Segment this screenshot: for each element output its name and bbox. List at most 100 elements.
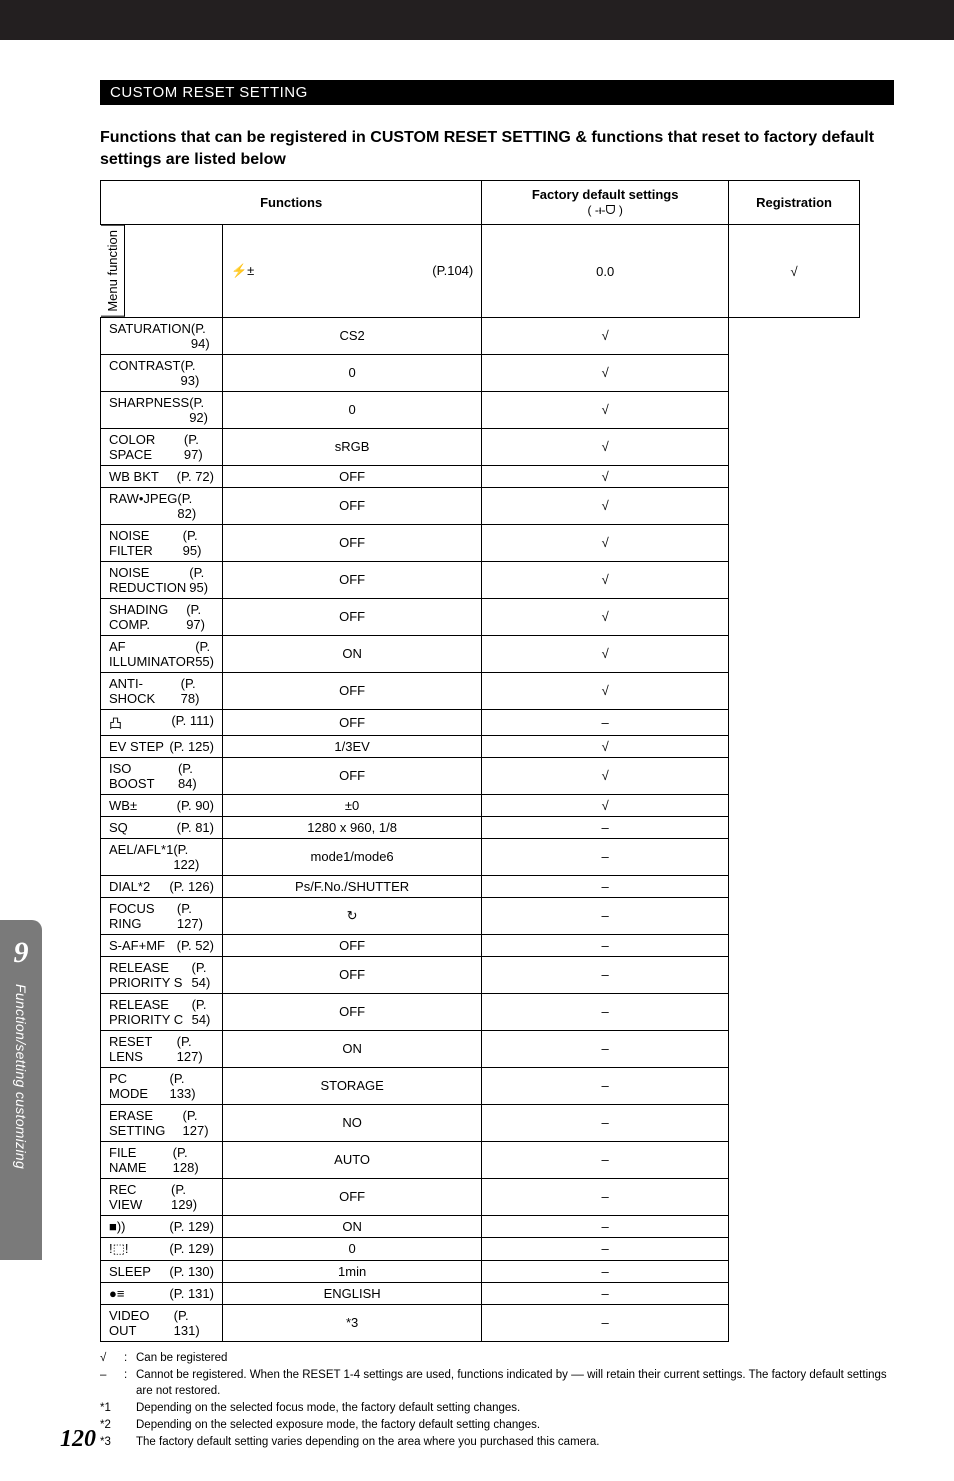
registration-value: –	[482, 1304, 729, 1341]
function-name: VIDEO OUT	[109, 1308, 174, 1338]
table-row: REC VIEW(P. 129)OFF–	[101, 1178, 860, 1215]
function-cell: FOCUS RING(P. 127)	[101, 897, 223, 934]
registration-value: –	[482, 1141, 729, 1178]
table-wrap: Functions Factory default settings ( -ᵼ-…	[100, 180, 894, 1342]
header-functions: Functions	[101, 181, 482, 225]
side-label: Menu function	[101, 225, 125, 317]
registration-value: √	[482, 524, 729, 561]
function-name: WB BKT	[109, 469, 159, 484]
function-name: SQ	[109, 820, 128, 835]
table-row: COLOR SPACE(P. 97)sRGB√	[101, 428, 860, 465]
default-value: OFF	[222, 561, 481, 598]
registration-value: –	[482, 897, 729, 934]
footnote: *2Depending on the selected exposure mod…	[100, 1417, 894, 1433]
function-name: WB±	[109, 798, 137, 813]
table-row: WB BKT(P. 72)OFF√	[101, 465, 860, 487]
default-value: mode1/mode6	[222, 838, 481, 875]
function-name: REC VIEW	[109, 1182, 171, 1212]
footnote-mark: *3	[100, 1434, 124, 1450]
table-row: CONTRAST(P. 93)0√	[101, 354, 860, 391]
default-value: OFF	[222, 1178, 481, 1215]
footnote-colon: :	[124, 1367, 136, 1399]
table-row: RESET LENS(P. 127)ON–	[101, 1030, 860, 1067]
table-row: SLEEP(P. 130)1min–	[101, 1260, 860, 1282]
page-ref: (P. 95)	[183, 528, 214, 558]
footnote-colon	[124, 1434, 136, 1450]
page-ref: (P. 127)	[177, 1034, 214, 1064]
footnote: √:Can be registered	[100, 1350, 894, 1366]
footnote-colon	[124, 1400, 136, 1416]
default-value: CS2	[222, 317, 481, 354]
footnote-mark: *1	[100, 1400, 124, 1416]
page-ref: (P. 94)	[191, 321, 214, 351]
page-ref: (P. 93)	[181, 358, 214, 388]
table-row: SHARPNESS(P. 92)0√	[101, 391, 860, 428]
default-value: 0	[222, 391, 481, 428]
function-cell: REC VIEW(P. 129)	[101, 1178, 223, 1215]
page-ref: (P. 72)	[177, 469, 214, 484]
function-cell: SQ(P. 81)	[101, 816, 223, 838]
registration-value: √	[482, 354, 729, 391]
function-name: RESET LENS	[109, 1034, 177, 1064]
footnote-text: The factory default setting varies depen…	[136, 1434, 894, 1450]
default-value: ↻	[222, 897, 481, 934]
default-value: ±0	[222, 794, 481, 816]
function-name: AF ILLUMINATOR	[109, 639, 195, 669]
registration-value: –	[482, 956, 729, 993]
table-row: S-AF+MF(P. 52)OFF–	[101, 934, 860, 956]
registration-value: –	[482, 1215, 729, 1237]
table-row: ■))(P. 129)ON–	[101, 1215, 860, 1237]
function-cell: ISO BOOST(P. 84)	[101, 757, 223, 794]
function-cell: PC MODE(P. 133)	[101, 1067, 223, 1104]
function-cell: ANTI-SHOCK(P. 78)	[101, 672, 223, 709]
page-ref: (P. 82)	[177, 491, 214, 521]
function-cell: CONTRAST(P. 93)	[101, 354, 223, 391]
table-row: DIAL*2(P. 126)Ps/F.No./SHUTTER–	[101, 875, 860, 897]
footnote-mark: *2	[100, 1417, 124, 1433]
function-cell: AEL/AFL*1(P. 122)	[101, 838, 223, 875]
registration-value: –	[482, 838, 729, 875]
footnote: *3 The factory default setting varies dep…	[100, 1434, 894, 1450]
registration-value: √	[482, 317, 729, 354]
default-value: Ps/F.No./SHUTTER	[222, 875, 481, 897]
registration-value: –	[482, 1067, 729, 1104]
function-cell: RESET LENS(P. 127)	[101, 1030, 223, 1067]
registration-value: –	[482, 875, 729, 897]
footnote-mark: √	[100, 1350, 124, 1366]
footnote-text: Can be registered	[136, 1350, 894, 1366]
registration-value: –	[482, 1282, 729, 1304]
page-ref: (P. 90)	[177, 798, 214, 813]
function-cell: 凸(P. 111)	[101, 709, 223, 735]
default-value: sRGB	[222, 428, 481, 465]
footnote: *1Depending on the selected focus mode, …	[100, 1400, 894, 1416]
registration-value: √	[482, 735, 729, 757]
page-ref: (P. 95)	[189, 565, 214, 595]
top-bar	[0, 0, 954, 40]
registration-value: √	[482, 757, 729, 794]
page-ref: (P. 97)	[184, 432, 214, 462]
function-cell: COLOR SPACE(P. 97)	[101, 428, 223, 465]
function-name: SLEEP	[109, 1264, 151, 1279]
footnote-colon	[124, 1417, 136, 1433]
default-value: STORAGE	[222, 1067, 481, 1104]
default-value: OFF	[222, 956, 481, 993]
table-row: RAW•JPEG(P. 82)OFF√	[101, 487, 860, 524]
function-cell: SLEEP(P. 130)	[101, 1260, 223, 1282]
default-value: 1280 x 960, 1/8	[222, 816, 481, 838]
function-name: NOISE REDUCTION	[109, 565, 189, 595]
function-name: DIAL*2	[109, 879, 150, 894]
table-row: ISO BOOST(P. 84)OFF√	[101, 757, 860, 794]
table-header-row: Functions Factory default settings ( -ᵼ-…	[101, 181, 860, 225]
page-ref: (P. 92)	[189, 395, 214, 425]
registration-value: –	[482, 816, 729, 838]
function-cell: NOISE FILTER(P. 95)	[101, 524, 223, 561]
page-ref: (P. 54)	[192, 997, 214, 1027]
table-row: WB±(P. 90)±0√	[101, 794, 860, 816]
function-name: NOISE FILTER	[109, 528, 183, 558]
table-row: AF ILLUMINATOR(P. 55)ON√	[101, 635, 860, 672]
page-ref: (P. 131)	[169, 1286, 214, 1301]
function-name: FILE NAME	[109, 1145, 173, 1175]
page-ref: (P. 129)	[169, 1241, 214, 1257]
registration-value: –	[482, 1178, 729, 1215]
table-row: SQ(P. 81)1280 x 960, 1/8–	[101, 816, 860, 838]
